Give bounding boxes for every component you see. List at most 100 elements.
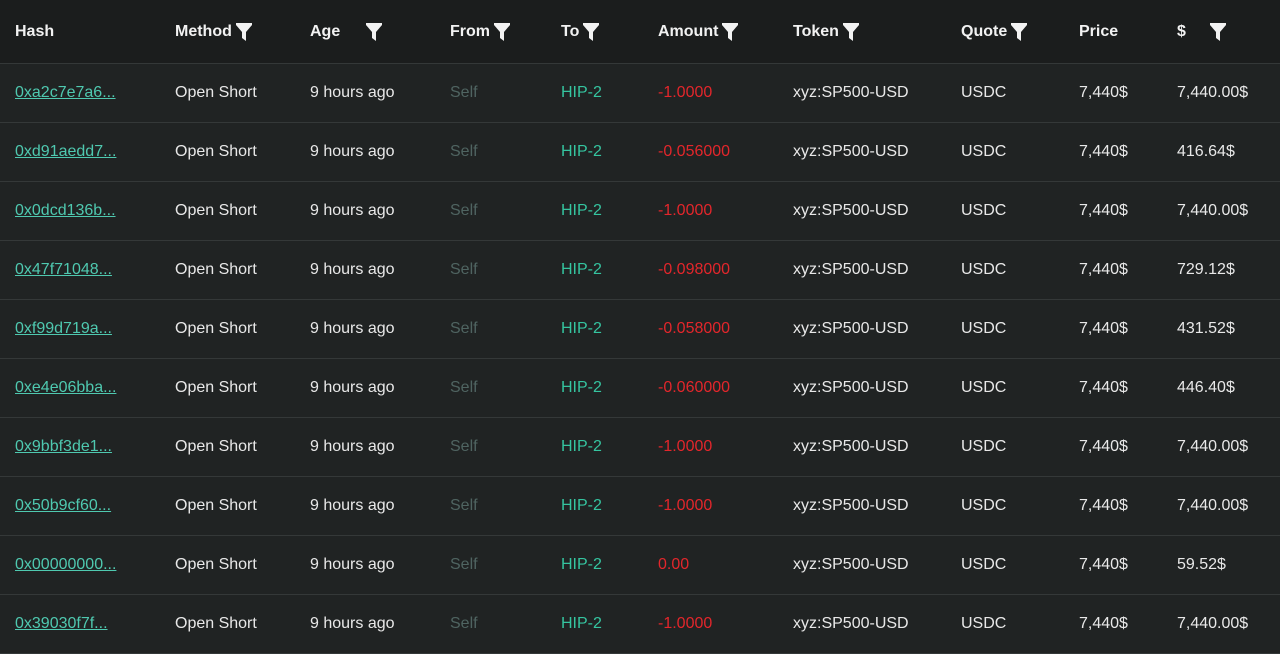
to: HIP-2 — [561, 497, 602, 514]
table-cell: 0x0dcd136b... — [0, 182, 160, 240]
table-row: 0x9bbf3de1... Open Short 9 hours ago Self HI… — [0, 418, 1280, 477]
age: 9 hours ago — [310, 438, 395, 455]
header-cell: Amount — [643, 0, 778, 63]
table-cell: 9 hours ago — [295, 241, 435, 299]
table-cell: 9 hours ago — [295, 595, 435, 653]
to: HIP-2 — [561, 143, 602, 160]
tx-hash[interactable]: 0xe4e06bba... — [15, 379, 117, 396]
tx-hash[interactable]: 0x9bbf3de1... — [15, 438, 112, 455]
from: Self — [450, 261, 478, 278]
header-cell: Age — [295, 0, 435, 63]
header-label: $ — [1177, 22, 1186, 40]
age: 9 hours ago — [310, 84, 395, 101]
price: 7,440$ — [1079, 84, 1128, 101]
tx-hash[interactable]: 0x0dcd136b... — [15, 202, 116, 219]
filter-icon[interactable] — [1011, 22, 1028, 41]
usd-value: 59.52$ — [1177, 556, 1226, 573]
table-cell: 9 hours ago — [295, 418, 435, 476]
table-cell: 7,440.00$ — [1162, 418, 1280, 476]
from: Self — [450, 438, 478, 455]
quote: USDC — [961, 202, 1007, 219]
table-cell: -0.058000 — [643, 300, 778, 358]
table-cell: Self — [435, 418, 546, 476]
table-cell: 7,440$ — [1064, 477, 1162, 535]
table-cell: 7,440$ — [1064, 536, 1162, 594]
to: HIP-2 — [561, 379, 602, 396]
method: Open Short — [175, 497, 257, 514]
from: Self — [450, 556, 478, 573]
filter-icon[interactable] — [583, 22, 600, 41]
table-cell: 7,440$ — [1064, 418, 1162, 476]
table-cell: HIP-2 — [546, 595, 643, 653]
price: 7,440$ — [1079, 615, 1128, 632]
table-cell: USDC — [946, 300, 1064, 358]
filter-icon[interactable] — [494, 22, 510, 41]
header-label: To — [561, 22, 580, 40]
usd-value: 7,440.00$ — [1177, 84, 1249, 101]
table-cell: 0x9bbf3de1... — [0, 418, 160, 476]
amount: -0.098000 — [658, 261, 731, 278]
tx-hash[interactable]: 0x39030f7f... — [15, 615, 108, 632]
filter-icon[interactable] — [722, 22, 739, 41]
table-cell: 9 hours ago — [295, 300, 435, 358]
table-cell: USDC — [946, 595, 1064, 653]
tx-hash[interactable]: 0x47f71048... — [15, 261, 112, 278]
price: 7,440$ — [1079, 320, 1128, 337]
tx-hash[interactable]: 0x00000000... — [15, 556, 117, 573]
header-label: Hash — [15, 22, 55, 40]
table-cell: 7,440$ — [1064, 64, 1162, 122]
table-cell: 446.40$ — [1162, 359, 1280, 417]
header-label: Quote — [961, 22, 1008, 40]
table-cell: USDC — [946, 536, 1064, 594]
tx-hash[interactable]: 0xf99d719a... — [15, 320, 112, 337]
tx-hash[interactable]: 0x50b9cf60... — [15, 497, 112, 514]
tx-hash[interactable]: 0xa2c7e7a6... — [15, 84, 116, 101]
table-cell: xyz:SP500-USD — [778, 536, 946, 594]
from: Self — [450, 320, 478, 337]
filter-icon[interactable] — [366, 22, 383, 41]
table-cell: xyz:SP500-USD — [778, 123, 946, 181]
table-cell: -1.0000 — [643, 64, 778, 122]
header-label: Method — [175, 22, 232, 40]
table-cell: Open Short — [160, 595, 295, 653]
table-cell: -1.0000 — [643, 595, 778, 653]
price: 7,440$ — [1079, 497, 1128, 514]
usd-value: 7,440.00$ — [1177, 202, 1249, 219]
table-row: 0x47f71048... Open Short 9 hours ago Self HI… — [0, 241, 1280, 300]
age: 9 hours ago — [310, 202, 395, 219]
table-cell: 0.00 — [643, 536, 778, 594]
table-cell: 0x00000000... — [0, 536, 160, 594]
method: Open Short — [175, 379, 257, 396]
table-cell: 7,440.00$ — [1162, 595, 1280, 653]
table-cell: xyz:SP500-USD — [778, 418, 946, 476]
token: xyz:SP500-USD — [793, 497, 909, 514]
quote: USDC — [961, 84, 1007, 101]
filter-icon[interactable] — [1209, 22, 1226, 41]
table-row: 0xa2c7e7a6... Open Short 9 hours ago Self HI… — [0, 64, 1280, 123]
table-cell: 0xa2c7e7a6... — [0, 64, 160, 122]
table-cell: HIP-2 — [546, 359, 643, 417]
table-cell: Self — [435, 241, 546, 299]
table-cell: 7,440$ — [1064, 182, 1162, 240]
table-cell: Self — [435, 477, 546, 535]
amount: -1.0000 — [658, 438, 713, 455]
header-cell: Hash — [0, 0, 160, 63]
table-cell: 7,440$ — [1064, 359, 1162, 417]
from: Self — [450, 615, 478, 632]
amount: -0.058000 — [658, 320, 731, 337]
table-cell: 0x50b9cf60... — [0, 477, 160, 535]
table-cell: 9 hours ago — [295, 477, 435, 535]
table-cell: Self — [435, 300, 546, 358]
header-cell: Method — [160, 0, 295, 63]
table-cell: Self — [435, 182, 546, 240]
to: HIP-2 — [561, 438, 602, 455]
header-label: Age — [310, 22, 341, 40]
filter-icon[interactable] — [235, 22, 252, 41]
table-row: 0xf99d719a... Open Short 9 hours ago Self HI… — [0, 300, 1280, 359]
filter-icon[interactable] — [842, 22, 859, 41]
amount: 0.00 — [658, 556, 690, 573]
table-cell: 0xe4e06bba... — [0, 359, 160, 417]
table-cell: 7,440$ — [1064, 123, 1162, 181]
table-cell: HIP-2 — [546, 241, 643, 299]
tx-hash[interactable]: 0xd91aedd7... — [15, 143, 117, 160]
